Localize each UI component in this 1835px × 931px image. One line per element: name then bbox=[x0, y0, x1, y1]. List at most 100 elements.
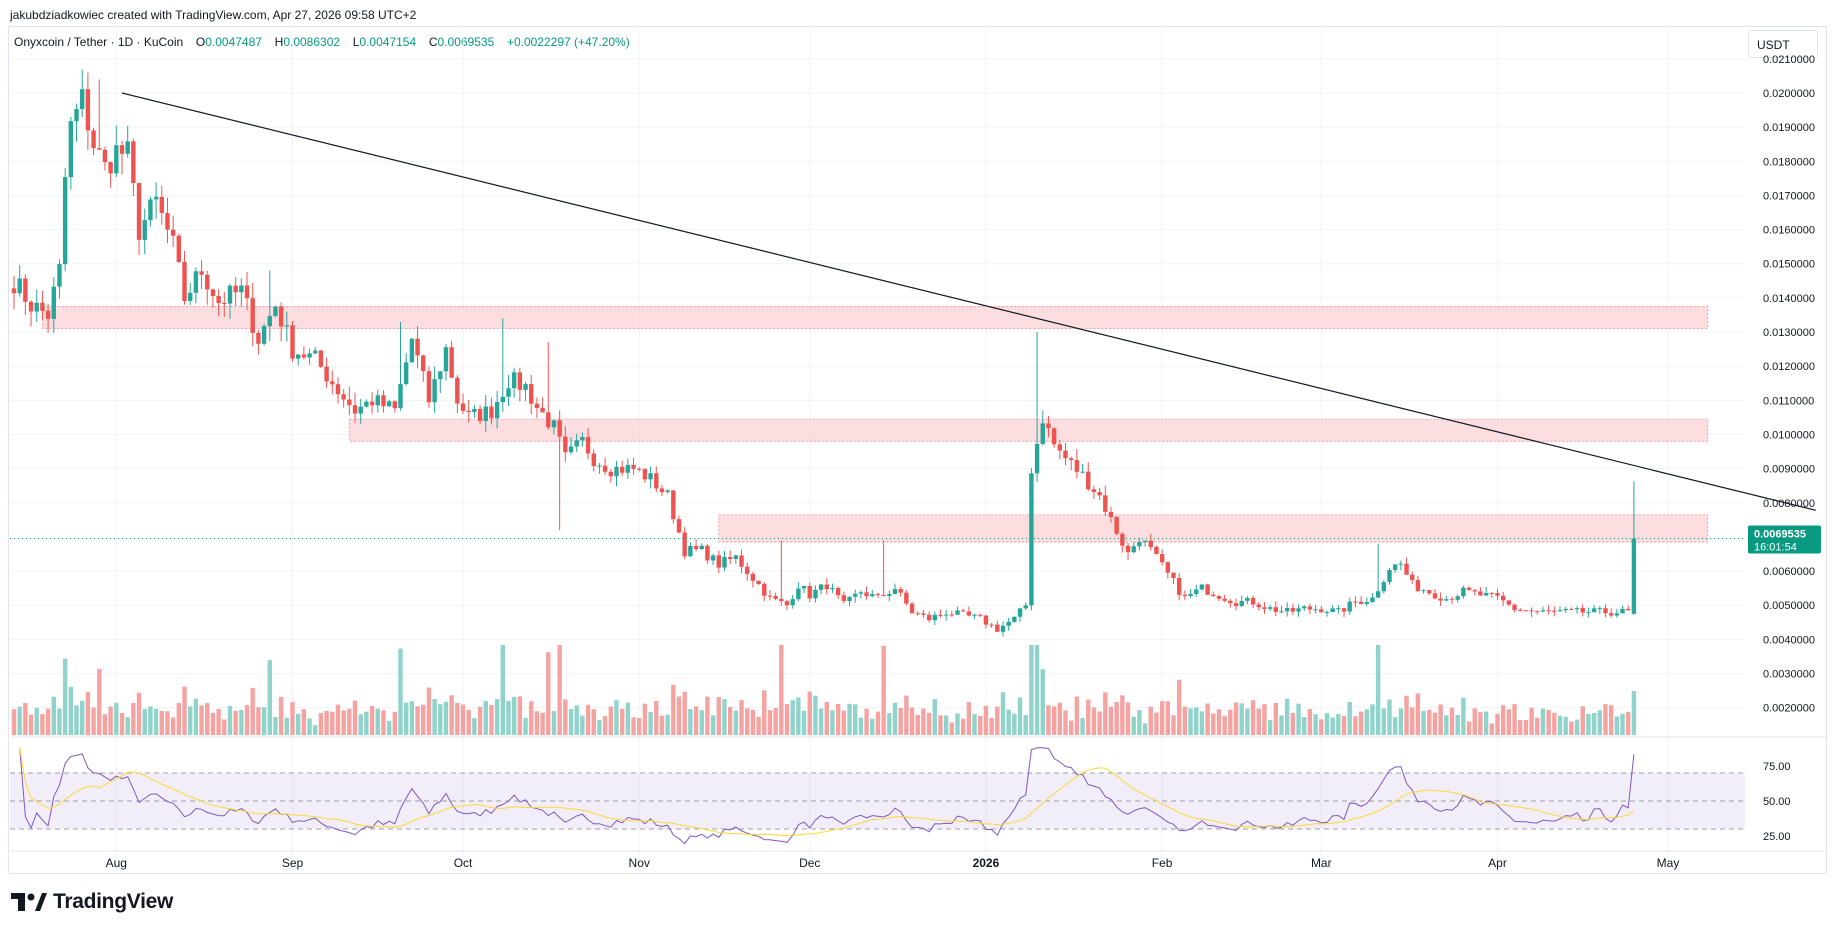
candle-body[interactable] bbox=[1404, 563, 1409, 575]
candle-body[interactable] bbox=[1563, 608, 1568, 611]
candle-body[interactable] bbox=[1012, 616, 1017, 622]
candle-body[interactable] bbox=[1199, 584, 1205, 590]
candle-body[interactable] bbox=[1347, 601, 1352, 612]
candle-body[interactable] bbox=[1148, 540, 1153, 547]
candle-body[interactable] bbox=[705, 545, 710, 561]
candle-body[interactable] bbox=[1114, 517, 1119, 534]
candle-body[interactable] bbox=[841, 595, 847, 602]
candle-body[interactable] bbox=[187, 292, 193, 301]
candle-body[interactable] bbox=[1125, 545, 1131, 553]
candle-body[interactable] bbox=[1449, 599, 1455, 601]
candle-body[interactable] bbox=[904, 592, 909, 604]
candle-body[interactable] bbox=[557, 420, 562, 437]
candle-body[interactable] bbox=[949, 614, 955, 616]
candle-body[interactable] bbox=[11, 288, 17, 294]
candle-body[interactable] bbox=[62, 177, 68, 265]
candle-body[interactable] bbox=[1455, 596, 1460, 600]
candle-body[interactable] bbox=[1392, 564, 1398, 571]
candle-body[interactable] bbox=[466, 410, 471, 413]
trendline[interactable] bbox=[10, 92, 1816, 540]
candle-body[interactable] bbox=[1211, 594, 1216, 597]
tradingview-logo[interactable]: TradingView bbox=[11, 890, 173, 914]
candle-body[interactable] bbox=[716, 555, 721, 568]
candle-body[interactable] bbox=[256, 332, 261, 344]
candle-body[interactable] bbox=[45, 310, 51, 319]
candle-body[interactable] bbox=[932, 614, 937, 621]
candle-body[interactable] bbox=[386, 401, 392, 407]
candle-body[interactable] bbox=[409, 338, 415, 363]
resistance-zone[interactable] bbox=[348, 418, 1709, 442]
candle-body[interactable] bbox=[1478, 591, 1483, 596]
candle-body[interactable] bbox=[654, 473, 659, 489]
candle-body[interactable] bbox=[830, 588, 835, 590]
candle-body[interactable] bbox=[1239, 600, 1244, 607]
candle-body[interactable] bbox=[540, 407, 545, 413]
candle-body[interactable] bbox=[1074, 460, 1080, 472]
candle-body[interactable] bbox=[710, 555, 716, 561]
candle-body[interactable] bbox=[313, 350, 318, 354]
candle-body[interactable] bbox=[341, 394, 346, 400]
candle-body[interactable] bbox=[290, 325, 295, 359]
candle-body[interactable] bbox=[205, 274, 210, 290]
candle-body[interactable] bbox=[1103, 495, 1108, 512]
candle-body[interactable] bbox=[887, 594, 892, 596]
candle-body[interactable] bbox=[40, 302, 45, 311]
candle-body[interactable] bbox=[801, 585, 807, 589]
candle-body[interactable] bbox=[943, 614, 949, 616]
candle-body[interactable] bbox=[23, 278, 28, 302]
candle-body[interactable] bbox=[727, 556, 733, 559]
candle-body[interactable] bbox=[779, 598, 784, 602]
candle-body[interactable] bbox=[1228, 600, 1233, 604]
candle-body[interactable] bbox=[1591, 608, 1597, 613]
candle-body[interactable] bbox=[324, 366, 329, 382]
candle-body[interactable] bbox=[421, 355, 426, 372]
candle-body[interactable] bbox=[1415, 580, 1421, 592]
candle-body[interactable] bbox=[790, 599, 795, 606]
candle-body[interactable] bbox=[637, 468, 642, 470]
candle-body[interactable] bbox=[756, 580, 761, 585]
candle-body[interactable] bbox=[909, 603, 915, 614]
candle-body[interactable] bbox=[563, 436, 568, 453]
candle-body[interactable] bbox=[17, 278, 22, 294]
candle-body[interactable] bbox=[1381, 582, 1387, 592]
candle-body[interactable] bbox=[1142, 540, 1148, 543]
candle-body[interactable] bbox=[170, 229, 176, 236]
candle-body[interactable] bbox=[28, 301, 34, 312]
candle-body[interactable] bbox=[114, 145, 119, 174]
candle-body[interactable] bbox=[1614, 613, 1620, 616]
candle-body[interactable] bbox=[318, 350, 324, 367]
candle-body[interactable] bbox=[358, 406, 363, 414]
candle-body[interactable] bbox=[870, 594, 875, 597]
candle-body[interactable] bbox=[250, 298, 255, 333]
candle-body[interactable] bbox=[273, 306, 278, 316]
candle-body[interactable] bbox=[1546, 610, 1551, 612]
candle-body[interactable] bbox=[125, 141, 130, 154]
candle-body[interactable] bbox=[1284, 608, 1290, 612]
candle-body[interactable] bbox=[773, 596, 778, 599]
candle-body[interactable] bbox=[1364, 602, 1369, 604]
candle-body[interactable] bbox=[1518, 609, 1523, 611]
candle-body[interactable] bbox=[222, 302, 227, 304]
candle-body[interactable] bbox=[824, 584, 829, 590]
candle-body[interactable] bbox=[210, 289, 216, 296]
candle-body[interactable] bbox=[295, 354, 301, 359]
candle-body[interactable] bbox=[1631, 538, 1637, 614]
candle-body[interactable] bbox=[1341, 608, 1347, 612]
candle-body[interactable] bbox=[1421, 590, 1426, 592]
candle-body[interactable] bbox=[938, 614, 943, 616]
candle-body[interactable] bbox=[1029, 473, 1034, 606]
candle-body[interactable] bbox=[1176, 578, 1182, 595]
candle-body[interactable] bbox=[546, 412, 551, 428]
candle-body[interactable] bbox=[574, 440, 579, 447]
candle-body[interactable] bbox=[1540, 610, 1546, 612]
candle-body[interactable] bbox=[1472, 590, 1477, 592]
candle-body[interactable] bbox=[1017, 608, 1023, 617]
candle-body[interactable] bbox=[659, 488, 665, 493]
candle-body[interactable] bbox=[733, 555, 739, 559]
candle-body[interactable] bbox=[619, 466, 625, 473]
candle-body[interactable] bbox=[1370, 597, 1375, 603]
candle-body[interactable] bbox=[1108, 511, 1114, 518]
candle-body[interactable] bbox=[239, 285, 244, 293]
candle-body[interactable] bbox=[1523, 610, 1529, 612]
